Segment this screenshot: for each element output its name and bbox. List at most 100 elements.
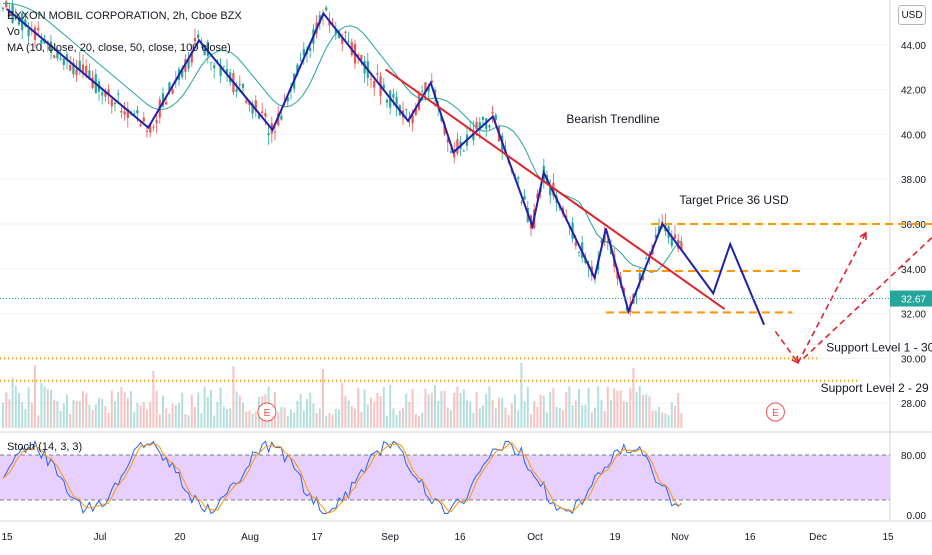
candle-body	[641, 276, 645, 281]
candle-body	[299, 59, 302, 61]
candle-body	[446, 138, 449, 143]
candle-body	[673, 234, 677, 239]
volume-bar	[130, 391, 132, 428]
volume-bar	[206, 396, 209, 428]
volume-bar	[11, 377, 14, 428]
stoch-tick-label: 0.00	[907, 511, 927, 522]
volume-bar	[437, 400, 440, 428]
candle-body	[37, 27, 40, 31]
volume-bar	[50, 389, 52, 428]
volume-bar	[94, 404, 97, 428]
volume-bar	[280, 406, 283, 428]
volume-bar	[677, 393, 680, 428]
candle-body	[494, 114, 497, 120]
volume-bar	[75, 401, 78, 428]
volume-bar	[171, 403, 174, 428]
candle-body	[331, 22, 334, 25]
volume-bar	[462, 389, 465, 428]
volume-bar	[539, 394, 542, 428]
candle-body	[302, 48, 305, 56]
volume-bar	[286, 415, 289, 428]
candle-body	[257, 113, 261, 119]
volume-bar	[299, 394, 302, 428]
candle-body	[376, 73, 379, 75]
volume-bar	[248, 410, 251, 428]
stoch-band	[0, 455, 890, 500]
volume-bar	[382, 387, 385, 428]
candle-body	[488, 125, 491, 128]
volume-bar	[328, 413, 331, 428]
earnings-marker-label: E	[772, 408, 779, 419]
volume-bar	[507, 414, 510, 428]
volume-bar	[504, 407, 507, 428]
volume-bar	[411, 388, 414, 428]
volume-bar	[680, 413, 683, 428]
candle-body	[17, 18, 21, 25]
candle-body	[328, 21, 331, 26]
volume-bar	[571, 405, 574, 428]
candle-body	[478, 122, 481, 131]
candle-body	[241, 83, 245, 89]
candle-body	[126, 108, 129, 118]
candle-body	[168, 82, 171, 91]
candle-body	[75, 69, 78, 76]
volume-bar	[235, 391, 238, 428]
volume-bar	[210, 389, 212, 428]
volume-bar	[325, 415, 328, 428]
volume-bar	[434, 385, 436, 428]
volume-bar	[568, 386, 571, 428]
candle-body	[117, 93, 120, 95]
volume-bar	[82, 391, 84, 428]
candle-body	[181, 69, 184, 78]
candle-body	[341, 38, 344, 44]
volume-bar	[526, 386, 529, 428]
projection-arrow	[803, 236, 932, 359]
candle-body	[462, 150, 465, 152]
volume-bar	[123, 392, 126, 428]
volume-bar	[520, 362, 523, 428]
candle-body	[286, 97, 289, 102]
candle-body	[219, 65, 222, 77]
volume-bar	[667, 414, 670, 428]
volume-bar	[34, 365, 36, 428]
candle-body	[56, 51, 59, 59]
candle-body	[59, 58, 62, 60]
volume-bar	[632, 367, 635, 428]
volume-bar	[315, 413, 318, 428]
volume-bar	[574, 400, 577, 428]
volume-bar	[360, 411, 363, 428]
candle-body	[453, 151, 456, 158]
candle-body	[245, 100, 248, 103]
candle-body	[139, 124, 142, 127]
chart-annotation: Target Price 36 USD	[679, 193, 789, 207]
candle-body	[107, 89, 110, 96]
candle-body	[248, 101, 251, 105]
volume-bar	[78, 401, 81, 428]
time-tick-label: Oct	[527, 532, 543, 543]
earnings-marker	[257, 402, 277, 422]
volume-bar	[645, 394, 648, 428]
currency-button[interactable]: USD	[898, 5, 926, 25]
volume-bar	[405, 393, 408, 428]
candle-body	[187, 59, 190, 69]
volume-bar	[562, 410, 564, 428]
candle-body	[251, 103, 254, 114]
volume-bar	[120, 387, 123, 428]
candle-body	[197, 34, 200, 39]
volume-bar	[370, 397, 372, 428]
candle-body	[520, 202, 523, 203]
volume-bar	[270, 413, 273, 428]
projection-arrow	[774, 330, 799, 364]
candle-body	[171, 89, 174, 94]
volume-bar	[638, 386, 641, 428]
stoch-tick-label: 80.00	[901, 451, 926, 462]
candle-body	[222, 66, 225, 68]
candle-body	[5, 1, 8, 8]
volume-bar	[354, 408, 356, 428]
candle-body	[536, 193, 539, 199]
volume-bar	[616, 390, 619, 428]
volume-bar	[517, 410, 520, 428]
volume-bar	[203, 386, 206, 428]
